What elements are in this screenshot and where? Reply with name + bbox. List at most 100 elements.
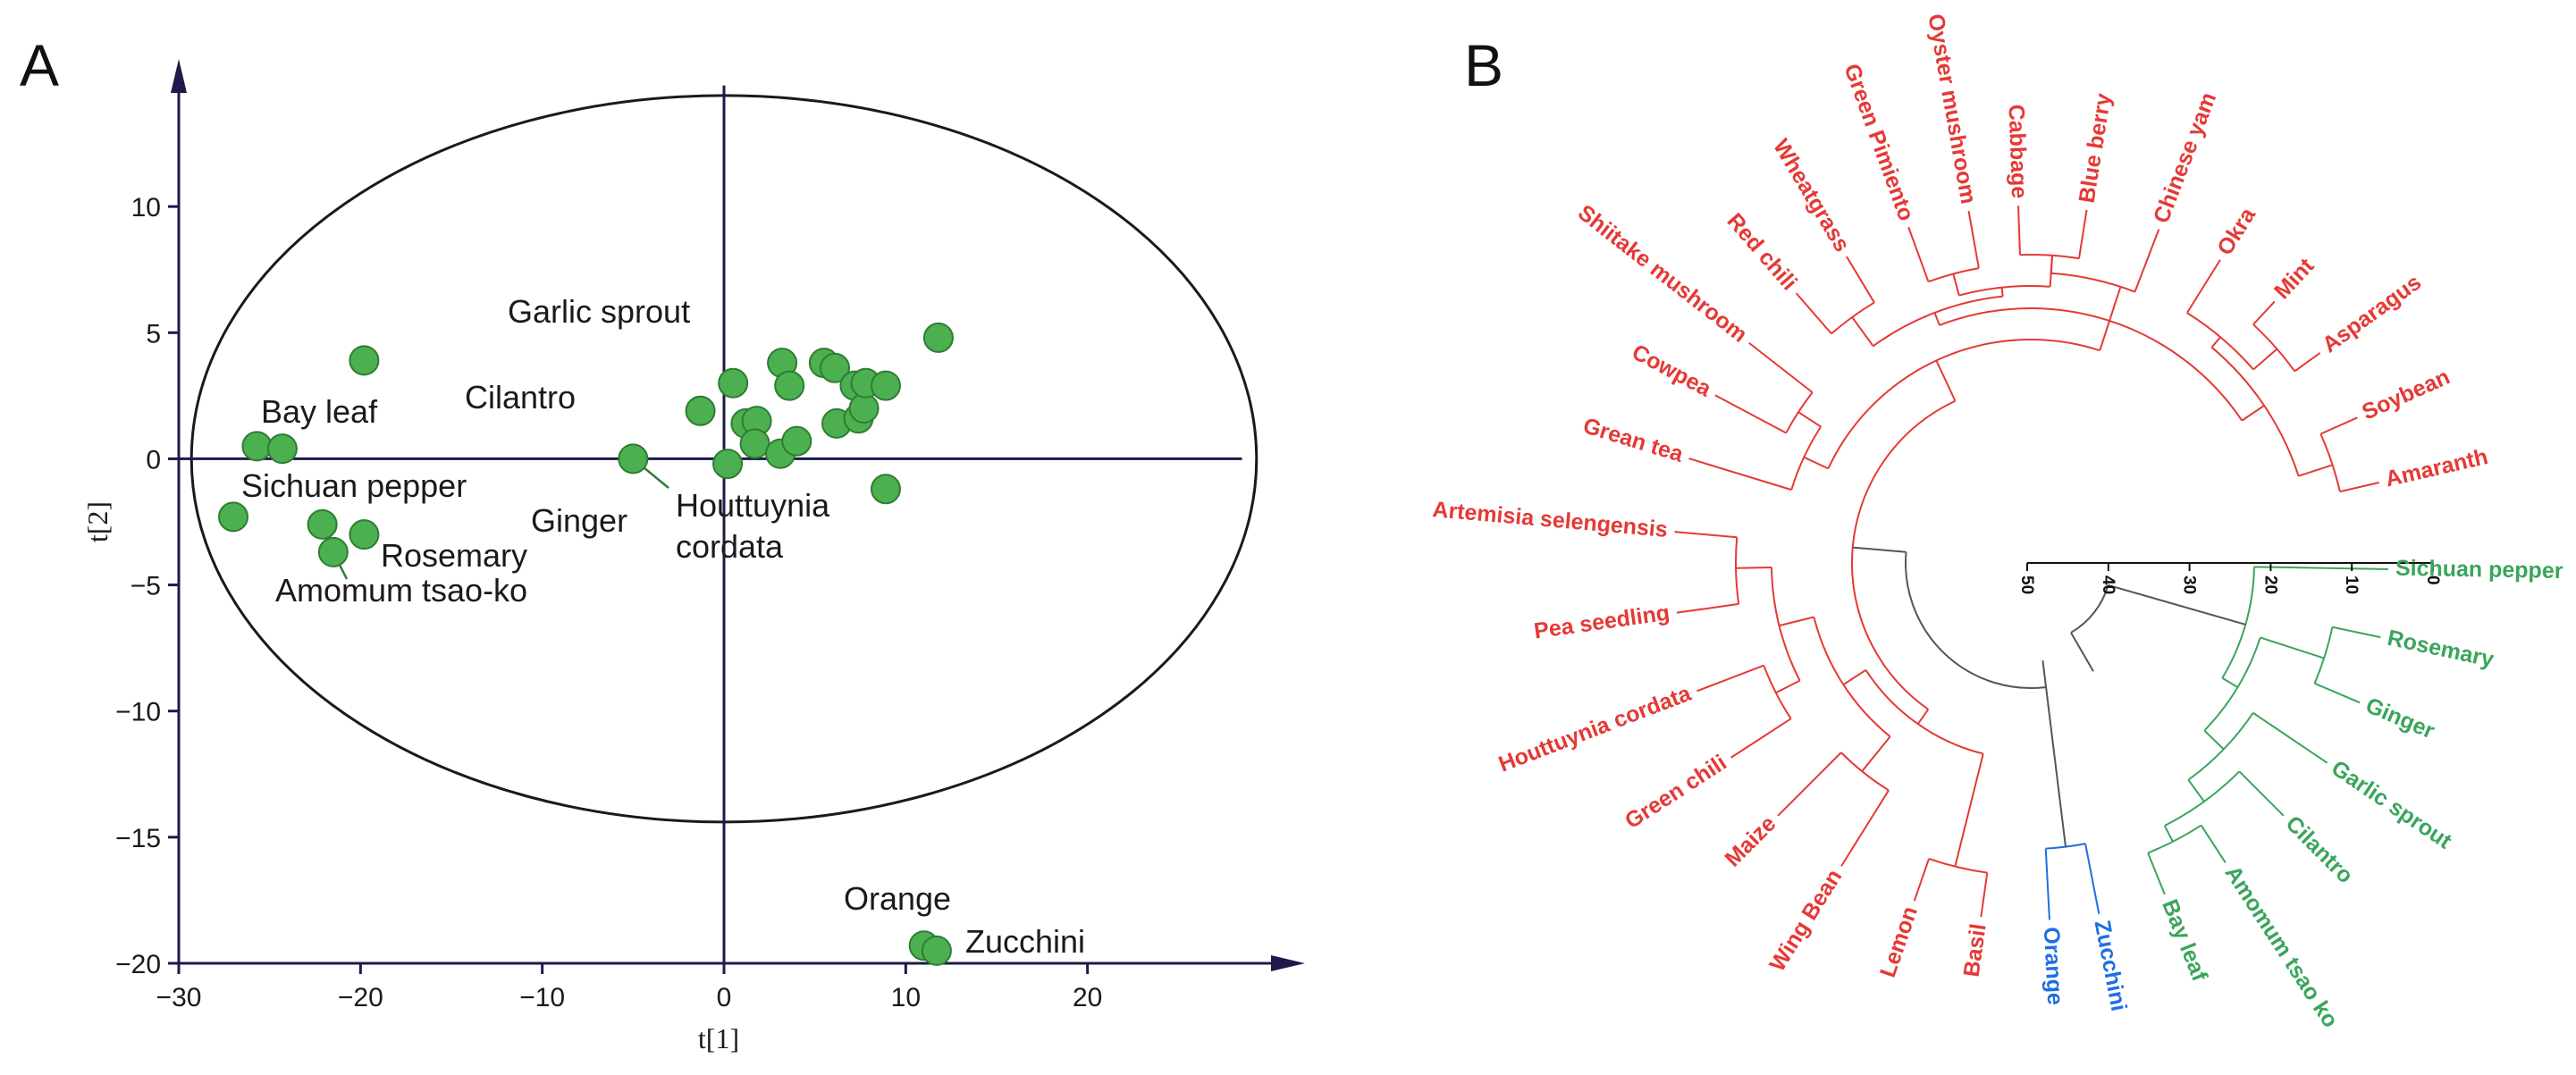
leaf-label-wheatgrass: Wheatgrass (1768, 135, 1855, 256)
scale-tick-label: 40 (2099, 575, 2117, 594)
leaf-branch-okra (2186, 259, 2221, 314)
leaf-branch-soybean (2319, 416, 2358, 435)
data-point-ginger (307, 508, 338, 540)
x-tick-label: 20 (1073, 983, 1102, 1012)
scale-tick-label: 50 (2017, 575, 2036, 594)
data-point (848, 392, 880, 424)
leaf-label-garlic-sprout: Garlic sprout (2327, 755, 2456, 854)
dendrogram-arc-red (2050, 272, 2135, 293)
leaf-label-chinese-yam: Chinese yam (2149, 89, 2221, 227)
leaf-branch-lemon (1913, 858, 1930, 902)
leaf-label-green-pimiento: Green Pimiento (1839, 61, 1919, 224)
leaf-branch-sichuan-pepper (2253, 566, 2388, 570)
data-point (618, 443, 649, 475)
x-axis-label: t[1] (698, 1022, 739, 1054)
dendrogram-branch-red (2298, 464, 2333, 477)
dendrogram-arc-red (2319, 433, 2341, 492)
leaf-branch-oyster-mushroom (1967, 210, 1980, 269)
leaf-label-amaranth: Amaranth (2383, 444, 2490, 492)
leaf-label-asparagus: Asparagus (2318, 270, 2426, 358)
dendrogram-branch-green (2221, 676, 2238, 688)
leaf-branch-rosemary (2332, 626, 2381, 639)
y-tick-label: 10 (131, 193, 161, 223)
dendrogram-leaf-labels: Artemisia selengensis Pea seedling Houttuy… (1431, 12, 2563, 1032)
x-tick-label: 10 (891, 983, 921, 1012)
data-point (712, 449, 744, 480)
x-ticks: −30 −20 −10 0 10 20 (156, 963, 1102, 1012)
dendrogram-branch-red (2241, 405, 2265, 422)
dendrogram-arc-red (2186, 312, 2254, 371)
dendrogram-branch-red (1954, 753, 1984, 867)
leaf-label-rosemary: Rosemary (2385, 626, 2496, 673)
dendrogram-root-arc (1905, 551, 2047, 689)
leaf-branch-grean-tea (1688, 458, 1792, 491)
leaf-branch-green-pimiento (1907, 226, 1930, 282)
data-point (870, 370, 901, 401)
dendrogram-arc-red (1813, 617, 1891, 738)
leaf-branch-bay-leaf (2147, 852, 2166, 895)
dendrogram-branch-green (2203, 729, 2225, 751)
leaf-label-bay-leaf: Bay leaf (2157, 896, 2212, 986)
annotation-cordata: cordata (676, 528, 784, 565)
data-point (349, 519, 380, 550)
data-point (739, 428, 770, 459)
y-tick-label: −15 (115, 824, 161, 853)
data-point (820, 352, 851, 383)
data-point-cilantro (266, 433, 298, 465)
leaf-branch-wheatgrass (1846, 256, 1875, 304)
leaf-branch-red-chili (1795, 292, 1832, 335)
dendrogram-branch-red (1916, 709, 1930, 725)
point-label-cilantro: Cilantro (465, 379, 576, 416)
data-point (870, 474, 901, 505)
leaf-branch-artemisia-selengensis (1674, 531, 1738, 539)
dendrogram-arc-red (1928, 857, 1988, 874)
leaf-label-cabbage: Cabbage (2003, 104, 2032, 199)
leaf-label-maize: Maize (1720, 811, 1780, 872)
point-label-ginger: Ginger (531, 502, 627, 539)
leaf-branch-orange (2044, 848, 2050, 920)
dendrogram-arc-green (2187, 712, 2254, 781)
y-axis-arrow-icon (171, 59, 187, 93)
data-point (218, 501, 248, 533)
y-tick-label: −20 (115, 950, 161, 979)
dendrogram-branch-red (1933, 312, 1940, 326)
dendrogram-branch-green (2187, 779, 2205, 802)
dendrogram-arc-red (1827, 339, 2100, 469)
y-tick-label: 0 (146, 445, 161, 475)
dendrogram-branch-red (1775, 679, 1801, 694)
leaf-label-cowpea: Cowpea (1628, 340, 1716, 402)
panel-letter-b: B (1464, 32, 1503, 98)
leaf-label-green-chili: Green chili (1621, 750, 1731, 834)
y-tick-label: −10 (115, 698, 161, 727)
data-point-garlic-sprout (349, 345, 380, 376)
dendrogram-root-branch (1852, 546, 1907, 553)
annotation-amomum-tsao-ko: Amomum tsao-ko (275, 572, 527, 609)
leaf-label-zucchini: Zucchini (2089, 919, 2131, 1013)
scale-tick-label: 0 (2423, 575, 2442, 585)
leaf-label-wing-bean: Wing Bean (1764, 865, 1847, 976)
leaf-branch-asparagus (2294, 352, 2321, 373)
annotation-orange: Orange (844, 880, 951, 917)
leaf-branch-wing-bean (1840, 789, 1890, 867)
y-tick-label: −5 (130, 572, 161, 601)
leaf-label-amomum-tsao-ko: Amomum tsao ko (2220, 861, 2344, 1032)
leaf-branch-pea-seedling (1676, 602, 1739, 614)
dendrogram-scale: 50 40 30 20 10 0 (2017, 562, 2442, 594)
leaf-label-ginger: Ginger (2362, 693, 2438, 743)
leaf-branch-cilantro (2238, 770, 2285, 817)
x-tick-label: −30 (156, 983, 202, 1012)
dendrogram-root-branch (2070, 632, 2094, 672)
leaf-label-orange: Orange (2039, 927, 2068, 1006)
annotation-zucchini: Zucchini (965, 923, 1085, 960)
dendrogram-branch-red (2210, 336, 2221, 349)
point-label-garlic-sprout: Garlic sprout (508, 293, 690, 330)
leaf-label-houttuynia-cordata: Houttuynia cordata (1495, 680, 1696, 777)
dendrogram-branch-green (2260, 636, 2325, 659)
leaf-label-pea-seedling: Pea seedling (1532, 600, 1671, 644)
dendrogram-branch-red (2099, 320, 2111, 351)
leaf-branch-basil (1980, 872, 1989, 918)
leaf-label-okra: Okra (2212, 203, 2261, 260)
scatter-panel: −30 −20 −10 0 10 20 −20 −15 −10 −5 0 5 10 t[1] t[2]… (81, 59, 1305, 1054)
x-tick-label: 0 (717, 983, 732, 1012)
data-point (685, 395, 716, 426)
